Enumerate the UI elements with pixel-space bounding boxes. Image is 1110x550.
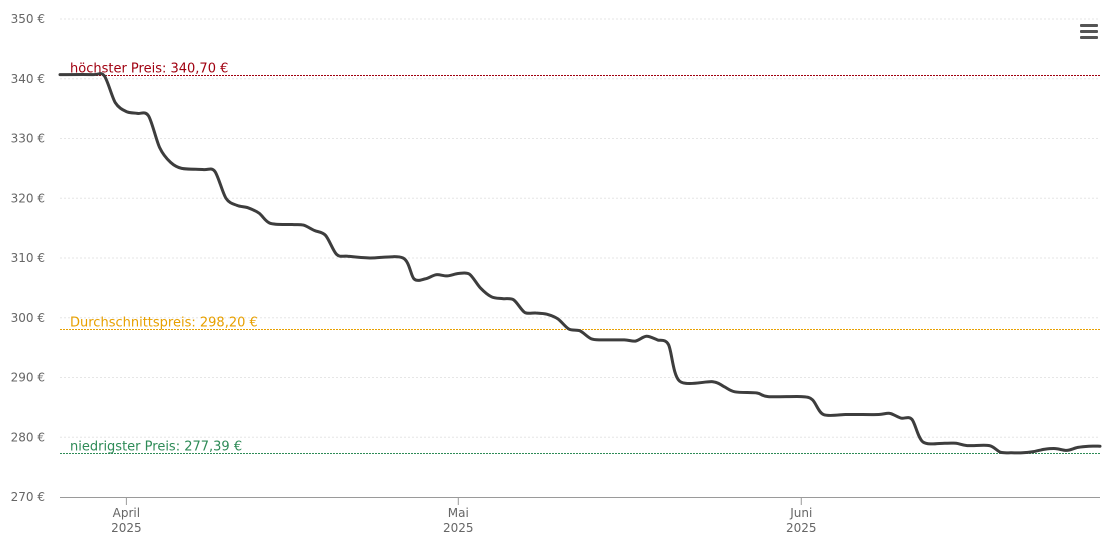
x-tick-year: 2025 [443,521,474,535]
y-tick-label: 330 € [11,132,45,146]
x-tick-month: April [113,506,140,520]
reference-label-min: niedrigster Preis: 277,39 € [70,440,242,455]
x-tick-year: 2025 [111,521,142,535]
x-tick-month: Juni [789,506,812,520]
reference-label-avg: Durchschnittspreis: 298,20 € [70,316,258,331]
x-tick-month: Mai [448,506,469,520]
x-tick-year: 2025 [786,521,817,535]
hamburger-menu-icon[interactable] [1080,24,1098,40]
y-tick-label: 350 € [11,12,45,26]
y-tick-label: 310 € [11,251,45,265]
price-series-line [58,72,1102,455]
y-tick-label: 280 € [11,430,45,444]
y-axis: 270 € 280 € 290 € 300 € 310 € 320 € 330 € 340 €… [11,12,45,504]
y-tick-label: 290 € [11,371,45,385]
series-layer [58,72,1102,455]
y-tick-label: 320 € [11,191,45,205]
reference-lines: höchster Preis: 340,70 € Durchschnittspre… [60,62,1100,455]
grid-lines [60,18,1100,438]
y-tick-label: 300 € [11,311,45,325]
y-tick-label: 340 € [11,72,45,86]
reference-label-max: höchster Preis: 340,70 € [70,62,228,77]
y-tick-label: 270 € [11,490,45,504]
